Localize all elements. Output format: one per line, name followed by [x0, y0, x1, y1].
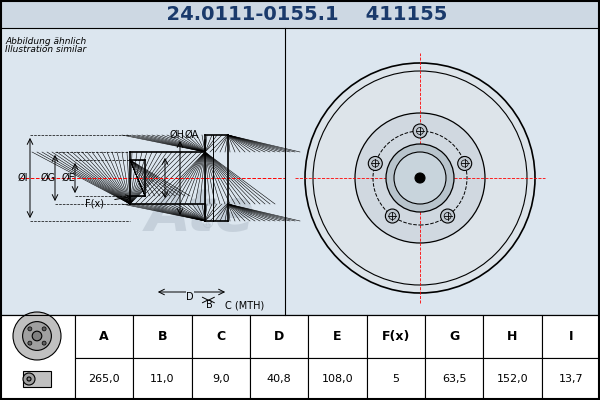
- Bar: [308, 315, 367, 358]
- Bar: [133, 315, 191, 358]
- Bar: [0, 0, 600, 28]
- Text: 63,5: 63,5: [442, 374, 466, 384]
- Bar: [75, 358, 133, 400]
- Circle shape: [413, 124, 427, 138]
- Text: C: C: [216, 330, 226, 343]
- Text: ØH: ØH: [170, 130, 185, 140]
- Bar: [308, 358, 367, 400]
- Circle shape: [313, 71, 527, 285]
- Circle shape: [440, 209, 455, 223]
- Circle shape: [415, 173, 425, 183]
- Circle shape: [394, 152, 446, 204]
- Bar: [484, 315, 542, 358]
- Bar: [250, 358, 308, 400]
- Text: F(x): F(x): [86, 199, 104, 209]
- Circle shape: [305, 63, 535, 293]
- Text: I: I: [569, 330, 573, 343]
- Text: Illustration similar: Illustration similar: [5, 46, 86, 54]
- Text: H: H: [508, 330, 518, 343]
- Text: ØE: ØE: [61, 173, 75, 183]
- Text: C (MTH): C (MTH): [225, 300, 264, 310]
- Text: Ate: Ate: [145, 186, 254, 244]
- Circle shape: [13, 312, 61, 360]
- Text: ØI: ØI: [18, 173, 28, 183]
- Bar: [484, 358, 542, 400]
- Circle shape: [28, 327, 32, 331]
- Text: 24.0111-0155.1    411155: 24.0111-0155.1 411155: [153, 4, 447, 24]
- Text: ®: ®: [200, 218, 214, 232]
- Circle shape: [355, 113, 485, 243]
- Bar: [367, 358, 425, 400]
- Circle shape: [42, 327, 46, 331]
- Text: B: B: [158, 330, 167, 343]
- Text: Abbildung ähnlich: Abbildung ähnlich: [5, 38, 86, 46]
- Bar: [542, 358, 600, 400]
- Bar: [0, 315, 600, 400]
- Bar: [425, 315, 484, 358]
- Text: 9,0: 9,0: [212, 374, 230, 384]
- Circle shape: [27, 377, 31, 381]
- Text: 152,0: 152,0: [497, 374, 529, 384]
- Text: 108,0: 108,0: [322, 374, 353, 384]
- Text: D: D: [186, 292, 194, 302]
- Bar: [23, 371, 51, 387]
- Bar: [542, 315, 600, 358]
- Text: F(x): F(x): [382, 330, 410, 343]
- Bar: [191, 358, 250, 400]
- Bar: [191, 315, 250, 358]
- Bar: [250, 315, 308, 358]
- Circle shape: [28, 341, 32, 345]
- Circle shape: [458, 156, 472, 170]
- Bar: [0, 28, 600, 315]
- Text: G: G: [449, 330, 459, 343]
- Bar: [0, 315, 75, 400]
- Circle shape: [32, 331, 42, 341]
- Text: 13,7: 13,7: [559, 374, 583, 384]
- Circle shape: [23, 373, 35, 385]
- Bar: [425, 358, 484, 400]
- Bar: [133, 358, 191, 400]
- Circle shape: [368, 156, 382, 170]
- Text: 40,8: 40,8: [267, 374, 292, 384]
- Circle shape: [42, 341, 46, 345]
- Text: E: E: [333, 330, 342, 343]
- Text: ØA: ØA: [185, 130, 199, 140]
- Text: 5: 5: [392, 374, 400, 384]
- Text: B: B: [206, 300, 212, 310]
- Text: 265,0: 265,0: [88, 374, 120, 384]
- Text: 11,0: 11,0: [150, 374, 175, 384]
- Bar: [75, 315, 133, 358]
- Text: ØG: ØG: [40, 173, 56, 183]
- Text: A: A: [100, 330, 109, 343]
- Circle shape: [23, 322, 52, 350]
- Circle shape: [385, 209, 400, 223]
- Text: D: D: [274, 330, 284, 343]
- Circle shape: [386, 144, 454, 212]
- Bar: [367, 315, 425, 358]
